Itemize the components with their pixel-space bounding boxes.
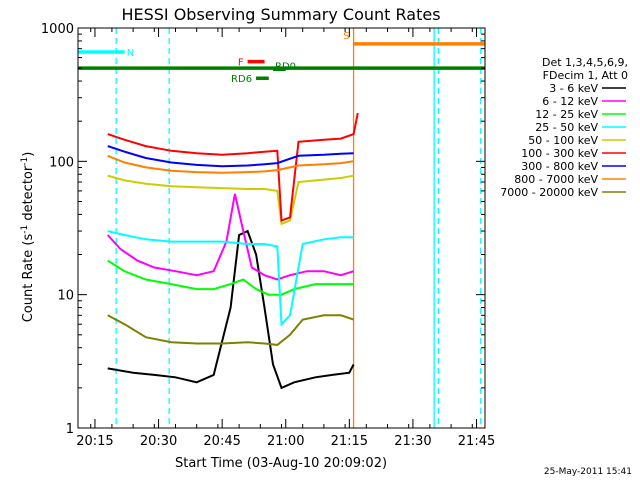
legend-header: FDecim 1, Att 0 <box>543 69 628 82</box>
x-tick-label: 20:30 <box>140 434 177 449</box>
x-tick-label: 20:15 <box>76 434 113 449</box>
y-axis-label-sup: -1 <box>20 225 30 234</box>
x-tick-label: 21:15 <box>331 434 368 449</box>
legend-label: 50 - 100 keV <box>528 134 598 147</box>
axes: 1 10 100 1000 20:15 20:30 20:45 21:00 21:15 21:30… <box>41 22 495 449</box>
legend-label: 3 - 6 keV <box>549 82 598 95</box>
y-tick-label: 1000 <box>41 22 74 37</box>
series-line <box>107 112 359 222</box>
flag-label: S <box>343 31 349 42</box>
legend-label: 300 - 800 keV <box>521 160 598 173</box>
series-line <box>107 154 354 174</box>
series-line <box>107 259 354 296</box>
plot-frame <box>77 27 486 429</box>
flag-label: N <box>127 48 134 59</box>
y-axis-label-sup: -1 <box>20 157 30 166</box>
legend-label: 6 - 12 keV <box>542 95 598 108</box>
flag-label: RD6 <box>231 74 252 85</box>
y-tick-label: 10 <box>57 289 74 304</box>
series-line <box>107 145 354 168</box>
series-line <box>106 193 354 281</box>
plot-area <box>115 28 482 428</box>
y-tick-label: 1 <box>66 422 74 437</box>
legend-label: 800 - 7000 keV <box>514 173 598 186</box>
legend-label: 25 - 50 keV <box>535 121 598 134</box>
series-group <box>106 112 359 390</box>
timestamp: 25-May-2011 15:41 <box>544 467 632 477</box>
legend-label: 12 - 25 keV <box>535 108 598 121</box>
y-axis-label-part: ) <box>21 152 36 157</box>
series-line <box>107 314 354 346</box>
y-axis-label-part: Count Rate (s <box>21 234 36 323</box>
flag-bars: NSFRD0RD6 <box>78 31 485 85</box>
x-tick-label: 20:45 <box>203 434 240 449</box>
x-tick-label: 21:30 <box>394 434 431 449</box>
chart-title: HESSI Observing Summary Count Rates <box>121 5 440 24</box>
y-axis-label-part: detector <box>21 165 36 225</box>
x-axis-label: Start Time (03-Aug-10 20:09:02) <box>175 456 387 471</box>
y-axis-label: Count Rate (s-1 detector-1) <box>20 152 36 323</box>
y-tick-label: 100 <box>49 155 74 170</box>
flag-label: F <box>238 58 244 69</box>
series-line <box>107 230 354 327</box>
legend-label: 100 - 300 keV <box>521 147 598 160</box>
legend: Det 1,3,4,5,6,9,FDecim 1, Att 03 - 6 keV… <box>500 56 628 199</box>
series-line <box>107 229 355 390</box>
x-tick-label: 21:00 <box>267 434 304 449</box>
legend-label: 7000 - 20000 keV <box>500 186 598 199</box>
x-tick-label: 21:45 <box>458 434 495 449</box>
legend-header: Det 1,3,4,5,6,9, <box>542 56 628 69</box>
series-line <box>107 174 354 226</box>
